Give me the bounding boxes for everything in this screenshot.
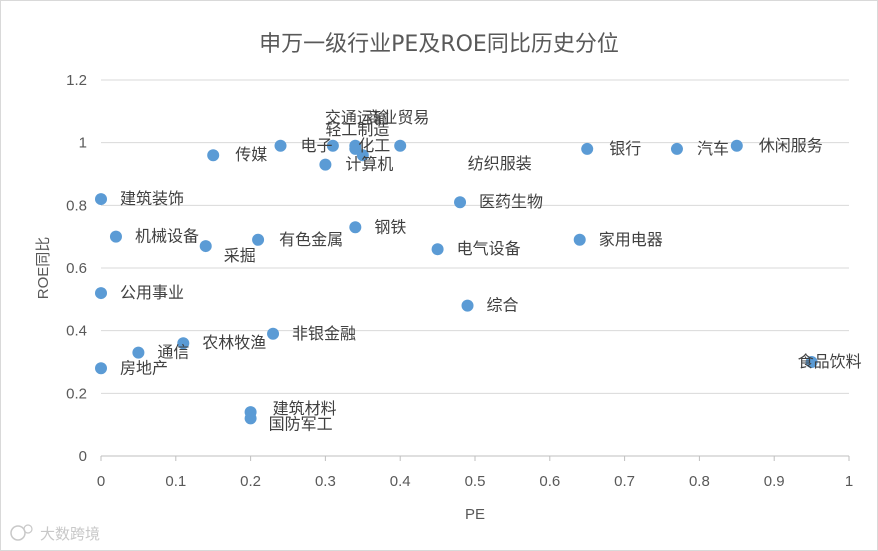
point-label: 钢铁 xyxy=(374,217,406,236)
point-label: 机械设备 xyxy=(135,227,199,246)
point-label: 公用事业 xyxy=(120,283,184,302)
x-tick-label: 0.7 xyxy=(614,473,635,490)
point-label: 电子 xyxy=(301,136,333,155)
data-point xyxy=(319,158,332,171)
data-point xyxy=(109,230,122,243)
point-label: 交通运输 xyxy=(325,108,389,127)
point-label: 银行 xyxy=(609,139,641,158)
point-label: 农林牧渔 xyxy=(202,333,266,352)
data-point xyxy=(132,346,145,359)
point-label: 非银金融 xyxy=(292,324,356,343)
x-axis-title: PE xyxy=(465,506,485,523)
data-point xyxy=(244,412,257,425)
point-label: 家用电器 xyxy=(599,230,663,249)
y-tick-label: 0.8 xyxy=(66,197,87,214)
data-point xyxy=(394,139,407,152)
data-point xyxy=(356,149,369,162)
y-tick-label: 0.2 xyxy=(66,385,87,402)
data-point xyxy=(95,287,107,300)
point-label: 化工 xyxy=(358,136,390,155)
data-point xyxy=(207,149,220,162)
data-point xyxy=(670,142,683,155)
data-point xyxy=(431,243,444,256)
x-tick-label: 0.1 xyxy=(165,473,186,490)
x-tick-label: 0.6 xyxy=(539,473,560,490)
x-tick-label: 0 xyxy=(97,473,105,490)
data-point xyxy=(95,193,107,206)
data-point xyxy=(730,139,743,152)
point-label: 计算机 xyxy=(345,155,393,174)
data-point xyxy=(177,337,190,350)
data-point xyxy=(199,240,212,253)
data-point xyxy=(454,196,467,209)
x-tick-label: 0.5 xyxy=(465,473,486,490)
y-axis-title: ROE同比 xyxy=(35,237,52,300)
data-point xyxy=(805,356,818,368)
point-label: 综合 xyxy=(487,296,519,315)
x-axis-ticks: 0 0.1 0.2 0.3 0.4 0.5 0.6 0.7 0.8 0.9 1 xyxy=(97,455,853,490)
data-point xyxy=(573,233,586,246)
data-points xyxy=(95,139,818,425)
gridlines xyxy=(101,79,849,457)
point-label: 食品饮料 xyxy=(798,352,862,371)
x-tick-label: 0.3 xyxy=(315,473,336,490)
watermark: 大数跨境 xyxy=(10,524,100,543)
x-tick-label: 0.2 xyxy=(240,473,261,490)
y-tick-label: 0 xyxy=(79,448,87,465)
point-label: 电气设备 xyxy=(457,239,521,258)
x-tick-label: 1 xyxy=(845,473,853,490)
point-label: 房地产 xyxy=(120,358,168,377)
chart-title: 申万一级行业PE及ROE同比历史分位 xyxy=(259,32,619,57)
y-tick-label: 1.2 xyxy=(66,72,87,89)
point-label: 采掘 xyxy=(224,246,256,265)
x-tick-label: 0.4 xyxy=(390,473,411,490)
data-point xyxy=(95,362,107,375)
watermark-text: 大数跨境 xyxy=(40,525,100,543)
point-label: 建筑材料 xyxy=(273,399,337,418)
point-label: 有色金属 xyxy=(279,230,343,249)
data-point xyxy=(461,299,474,312)
data-point xyxy=(326,139,339,152)
data-point xyxy=(252,233,265,246)
point-label: 建筑装饰 xyxy=(120,189,184,208)
point-label: 国防军工 xyxy=(269,414,333,433)
point-label: 通信 xyxy=(157,343,189,362)
point-label: 医药生物 xyxy=(479,192,543,211)
y-tick-label: 0.4 xyxy=(66,323,87,340)
point-label: 传媒 xyxy=(235,145,267,164)
point-label: 轻工制造 xyxy=(325,120,389,139)
y-tick-label: 0.6 xyxy=(66,260,87,277)
x-tick-label: 0.8 xyxy=(689,473,710,490)
x-tick-label: 0.9 xyxy=(764,473,785,490)
y-tick-label: 1 xyxy=(79,135,87,152)
point-label: 休闲服务 xyxy=(759,136,823,155)
point-label: 商业贸易 xyxy=(365,108,429,127)
data-point xyxy=(349,221,362,234)
data-point xyxy=(267,327,280,340)
data-point xyxy=(274,139,287,152)
point-label: 纺织服装 xyxy=(468,154,532,173)
y-axis-ticks: 0 0.2 0.4 0.6 0.8 1 1.2 xyxy=(66,72,87,465)
data-point xyxy=(581,142,594,155)
watermark-logo-icon xyxy=(10,524,33,541)
point-label: 汽车 xyxy=(697,139,729,158)
